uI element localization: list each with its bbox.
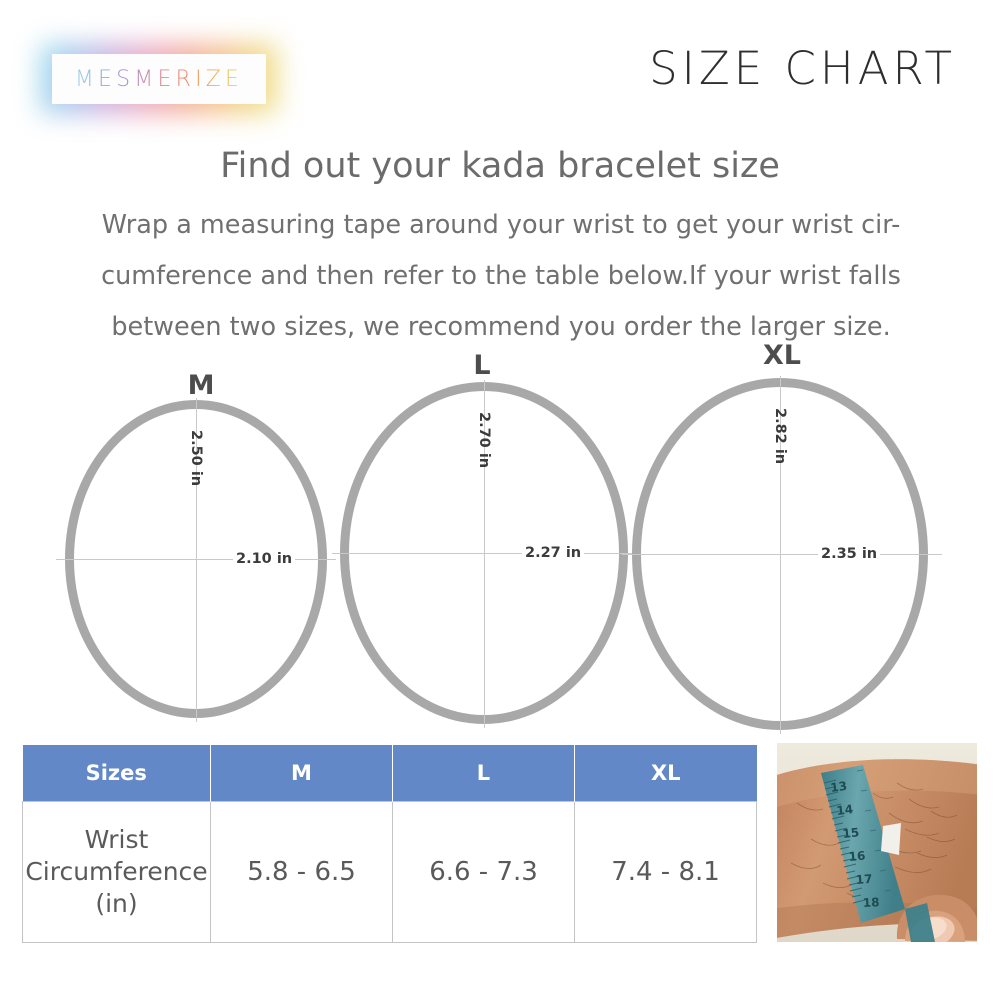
diagram-m-label: M (187, 370, 215, 401)
row-label-line-1: Wrist (84, 824, 149, 854)
diagram-xl-width-dimension: 2.35 in (818, 546, 881, 562)
brand-logo: MESMERIZE (40, 44, 278, 114)
table-header-xl: XL (574, 745, 757, 801)
wrist-measurement-photo: 13 14 15 16 17 18 (777, 743, 977, 942)
tape-mark-17: 17 (855, 872, 873, 887)
table-header-sizes: Sizes (22, 745, 211, 801)
intro-line-2: cumference and then refer to the table b… (101, 261, 901, 291)
diagram-l: L 2.70 in 2.27 in (332, 350, 632, 730)
intro-line-3: between two sizes, we recommend you orde… (111, 312, 891, 342)
intro-line-1: Wrap a measuring tape around your wrist … (101, 210, 901, 240)
diagram-m-height-dimension: 2.50 in (188, 430, 204, 487)
diagram-l-height-dimension: 2.70 in (476, 412, 492, 469)
diagram-xl-horizontal-axis (622, 554, 942, 555)
page-title: SIZE CHART (649, 42, 956, 95)
tape-mark-14: 14 (836, 802, 854, 818)
tape-mark-15: 15 (842, 825, 860, 841)
diagram-xl-label: XL (762, 340, 802, 371)
row-label-line-3: (in) (95, 888, 138, 918)
size-table: Sizes M L XL Wrist Circumference (in) 5.… (22, 745, 757, 943)
table-row-label: Wrist Circumference (in) (22, 800, 211, 943)
diagram-m: M 2.50 in 2.10 in (56, 370, 346, 730)
diagram-l-label: L (473, 350, 491, 381)
headline: Find out your kada bracelet size (220, 146, 780, 186)
diagram-l-width-dimension: 2.27 in (522, 545, 585, 561)
logo-box: MESMERIZE (52, 54, 266, 104)
tape-mark-13: 13 (829, 779, 847, 795)
table-header-l: L (392, 745, 575, 801)
diagram-l-vertical-axis (484, 380, 485, 728)
diagram-xl-height-dimension: 2.82 in (772, 408, 788, 465)
tape-mark-18: 18 (862, 895, 879, 910)
diagram-m-vertical-axis (196, 398, 197, 722)
diagram-m-width-dimension: 2.10 in (233, 551, 296, 567)
bracelet-diagrams: M 2.50 in 2.10 in L 2.70 in 2.27 in XL 2… (0, 340, 1000, 740)
diagram-m-horizontal-axis (56, 559, 336, 560)
table-cell-l: 6.6 - 7.3 (392, 800, 575, 943)
row-label-line-2: Circumference (25, 856, 208, 886)
diagram-xl: XL 2.82 in 2.35 in (622, 340, 942, 734)
table-header-m: M (210, 745, 393, 801)
diagram-l-horizontal-axis (332, 553, 632, 554)
logo-wordmark: MESMERIZE (74, 66, 244, 92)
diagram-xl-vertical-axis (780, 376, 781, 734)
tape-mark-16: 16 (848, 849, 866, 864)
table-cell-m: 5.8 - 6.5 (210, 800, 393, 943)
table-cell-xl: 7.4 - 8.1 (574, 800, 757, 943)
table-row: Wrist Circumference (in) 5.8 - 6.5 6.6 -… (22, 800, 757, 943)
intro-paragraph: Wrap a measuring tape around your wrist … (50, 200, 952, 353)
table-header-row: Sizes M L XL (22, 745, 757, 801)
